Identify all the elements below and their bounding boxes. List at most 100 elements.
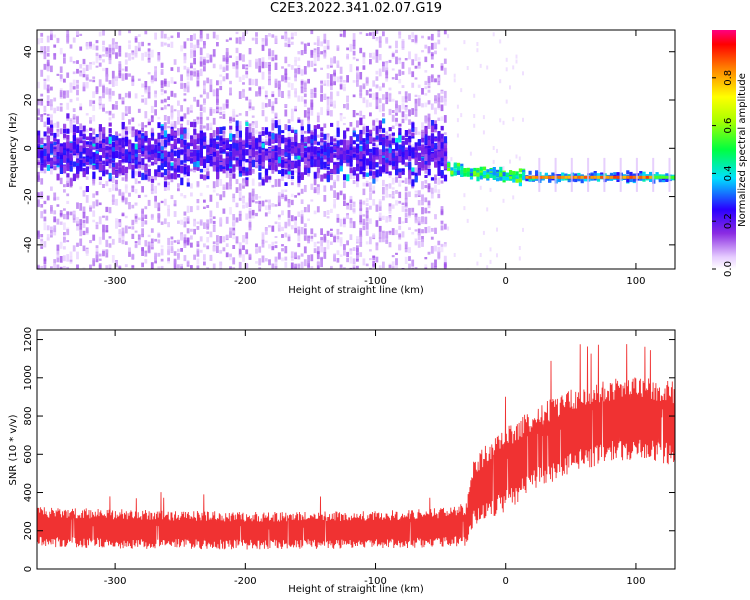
spectrogram-cell [209,148,213,154]
spectrogram-cell [369,267,372,269]
spectrogram-cell [343,159,347,164]
spectrogram-cell [313,178,317,186]
spectrogram-cell [186,67,190,74]
spectrogram-cell [398,91,402,95]
spectrogram-cell [336,76,340,83]
spectrogram-cell [290,152,294,156]
spectrogram-cell [154,139,158,145]
spectrogram-cell [170,126,174,131]
spectrogram-cell [473,123,476,128]
spectrogram-cell [320,51,323,55]
spectrogram-cell [40,115,44,122]
spectrogram-cell [378,36,382,43]
spectrogram-cell [209,107,213,110]
spectrogram-cell [229,133,233,141]
spectrogram-cell [434,214,437,220]
spectrogram-cell [121,212,125,216]
spectrogram-cell [147,58,151,63]
spectrogram-cell [37,234,40,239]
spectrogram-cell [297,68,301,75]
spectrogram-cell [414,215,418,222]
spectrogram-cell [248,102,252,107]
spectrogram-cell [56,139,60,146]
spectrogram-cell [284,152,288,157]
spectrogram-cell [53,151,57,156]
spectrogram-cell [479,166,483,171]
spectrogram-cell [323,33,327,40]
spectrogram-cell [66,30,70,38]
spectrogram-cell [369,192,372,200]
spectrogram-cell [206,245,210,250]
spectrogram-cell [219,140,223,147]
spectrogram-cell [85,216,89,224]
spectrogram-cell [346,47,349,51]
spectrogram-cell [144,220,148,225]
spectrogram-cell [37,38,40,45]
spectrogram-cell [365,158,369,166]
spectrogram-cell [108,264,112,269]
spectrogram-cell [382,65,385,72]
spectrogram-cell [336,148,340,156]
spectrogram-cell [37,151,41,158]
spectrogram-cell [343,130,347,138]
spectrogram-cell [509,171,513,175]
spectrogram-cell [82,82,86,87]
spectrogram-cell [489,169,493,173]
spectrogram-cell [326,210,330,215]
spectrogram-cell [316,251,320,260]
spectrogram-cell [105,206,109,213]
spectrogram-cell [548,175,552,179]
spectrogram-cell [95,86,99,95]
spectrogram-cell [411,134,415,139]
spectrogram-cell [43,112,47,116]
spectrogram-cell [199,150,203,158]
spectrogram-cell [401,103,405,110]
spectrogram-cell [362,163,366,171]
spectrogram-cell [310,266,314,269]
spectrogram-cell [339,84,343,90]
spectrogram-cell [248,253,252,258]
spectrogram-cell [206,53,210,59]
spectrogram-cell [206,185,210,188]
spectrogram-cell [330,122,334,127]
spectrogram-cell [642,172,646,177]
spectrogram-cell [105,146,109,154]
spectrogram-cell [369,205,372,210]
spectrogram-cell [297,51,301,55]
spectrogram-cell [248,219,252,222]
spectrogram-cell [134,93,138,99]
spectrogram-cell [284,261,288,268]
spectrogram-cell [603,157,606,192]
spectrogram-cell [281,174,284,181]
spectrogram-cell [134,36,138,40]
spectrogram-cell [303,165,308,169]
spectrogram-cell [606,175,610,179]
spectrogram-cell [274,204,278,207]
spectrogram-cell [352,150,356,156]
spectrogram-cell [264,116,268,122]
spectrogram-cell [40,156,44,164]
spectrogram-cell [274,112,278,117]
spectrogram-cell [440,220,444,225]
spectrogram-cell [310,151,314,159]
spectrogram-cell [303,93,307,98]
spectrogram-cell [398,60,402,64]
spectrogram-cell [121,139,125,146]
spectrogram-cell [411,108,415,115]
spectrogram-cell [186,264,190,267]
spectrogram-cell [339,115,343,122]
spectrogram-cell [271,157,275,164]
spectrogram-cell [443,98,447,106]
spectrogram-cell [411,129,415,135]
spectrogram-cell [203,88,206,95]
spectrogram-cell [89,41,92,46]
spectrogram-cell [655,173,659,178]
spectrogram-cell [131,126,135,131]
spectrogram-cell [95,138,99,146]
spectrogram-cell [440,245,444,253]
spectrogram-cell [190,110,193,113]
spectrogram-cell [316,152,321,157]
spectrogram-cell [287,222,291,227]
spectrogram-cell [108,172,112,180]
spectrogram-cell [225,65,229,71]
